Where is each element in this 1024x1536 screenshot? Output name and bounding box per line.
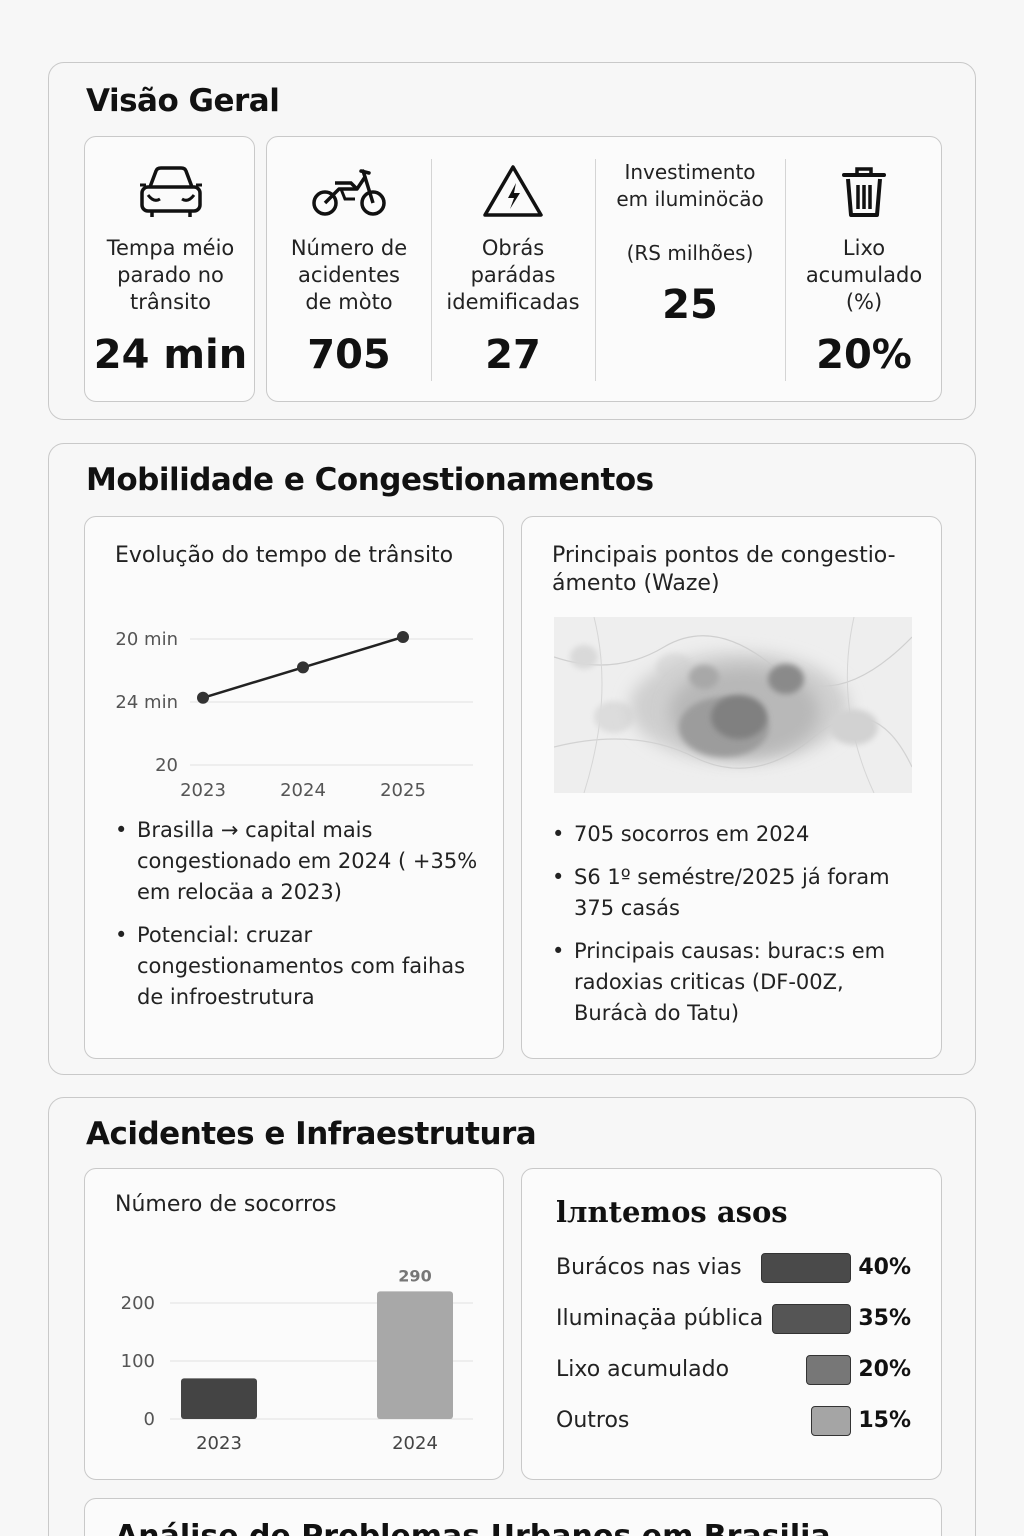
kpi-label: Lixo acumulado (%)	[805, 236, 923, 314]
transit-time-card: Evolução do tempo de trânsito 20 min 24 m…	[84, 516, 504, 1059]
problem-bar	[811, 1406, 851, 1436]
analysis-card: Análise de Problemas Urbanos em Brasilia	[84, 1498, 942, 1536]
rescues-bar-chart: 0 100 200 2023 290 2024	[121, 1266, 473, 1454]
problem-percent: 20%	[858, 1357, 911, 1382]
mobility-notes-left: Brasilla → capital mais congestionado em…	[115, 815, 485, 1025]
warning-triangle-icon	[431, 163, 595, 219]
x-tick-label: 2023	[180, 780, 226, 801]
list-item: S6 1º seméstre/2025 já foram 375 casás	[552, 862, 922, 924]
overview-section: Visão Geral Tempa méio parado no trânsit…	[48, 62, 976, 420]
data-point	[297, 661, 309, 674]
kpi-label: Tempa méio parado no trânsito	[106, 236, 235, 314]
y-tick-label: 100	[121, 1351, 155, 1372]
problem-row: Iluminaçäa pública 35%	[556, 1302, 911, 1336]
trash-icon	[785, 163, 943, 219]
x-tick-label: 2024	[392, 1433, 438, 1454]
section-title: Acidentes e Infraestrutura	[86, 1116, 537, 1152]
problems-title: lлntеmos asos	[556, 1195, 788, 1229]
kpi-value: 705	[307, 332, 391, 378]
kpi-value: 20%	[816, 332, 912, 378]
bar	[181, 1378, 257, 1419]
divider	[785, 159, 786, 381]
problem-bar	[806, 1355, 851, 1385]
problem-row: Burácos nas vias 40%	[556, 1251, 911, 1285]
congestion-heatmap	[554, 617, 912, 793]
problem-label: Outros	[556, 1408, 630, 1433]
y-tick-label: 0	[144, 1409, 155, 1430]
x-tick-label: 2023	[196, 1433, 242, 1454]
bar	[377, 1291, 453, 1419]
kpi-value: 25	[662, 282, 718, 328]
problems-card: lлntеmos asos Burácos nas vias 40% Ilumina…	[521, 1168, 942, 1480]
rescues-chart-card: Número de socorros 0 100 200 2023 290 2024	[84, 1168, 504, 1480]
problem-label: Burácos nas vias	[556, 1255, 742, 1280]
card-title: Número de socorros	[115, 1192, 337, 1217]
problem-percent: 15%	[858, 1408, 911, 1433]
data-point	[197, 691, 209, 704]
divider	[595, 159, 596, 381]
kpi-travel-time: Tempa méio parado no trânsito 24 min	[85, 137, 256, 401]
y-tick-label: 20 min	[115, 629, 178, 650]
analysis-title: Análise de Problemas Urbanos em Brasilia	[115, 1519, 831, 1536]
y-tick-label: 20	[155, 755, 178, 776]
list-item: Principais causas: burac:s em radoxias c…	[552, 936, 922, 1029]
y-tick-label: 200	[121, 1293, 155, 1314]
kpi-card-travel-time: Tempa méio parado no trânsito 24 min	[84, 136, 255, 402]
card-title: Principais pontos de congestio- ámento (…	[552, 543, 896, 596]
problem-row: Lixo acumulado 20%	[556, 1353, 911, 1387]
mobility-notes-right: 705 socorros em 2024 S6 1º seméstre/2025…	[552, 819, 922, 1041]
kpi-lighting-investment: Investimento em iluminöcäo (RS milhões) …	[595, 137, 785, 401]
card-title: Evolução do tempo de trânsito	[115, 543, 454, 568]
motorcycle-icon	[267, 163, 431, 219]
accidents-section: Acidentes e Infraestrutura Número de soc…	[48, 1097, 976, 1536]
list-item: Brasilla → capital mais congestionado em…	[115, 815, 485, 908]
kpi-moto-accidents: Número de acidentes de mòto 705	[267, 137, 431, 401]
section-title: Mobilidade e Congestionamentos	[86, 462, 654, 498]
kpi-garbage: Lixo acumulado (%) 20%	[785, 137, 943, 401]
list-item: Potencial: cruzar congestionamentos com …	[115, 920, 485, 1013]
problem-bar	[772, 1304, 851, 1334]
x-tick-label: 2024	[280, 780, 326, 801]
kpi-value: 27	[485, 332, 541, 378]
kpi-label: Investimento em iluminöcäo (RS milhões)	[616, 160, 764, 265]
kpi-label: Obrás parádas idemificadas	[446, 236, 580, 314]
kpi-value: 24 min	[93, 332, 248, 378]
x-tick-label: 2025	[380, 780, 426, 801]
problem-label: Iluminaçäa pública	[556, 1306, 764, 1331]
problem-percent: 40%	[858, 1255, 911, 1280]
kpi-label: Número de acidentes de mòto	[290, 236, 408, 314]
data-label: 290	[398, 1266, 431, 1285]
problem-bar	[761, 1253, 851, 1283]
kpi-stalled-works: Obrás parádas idemificadas 27	[431, 137, 595, 401]
congestion-map-card: Principais pontos de congestio- ámento (…	[521, 516, 942, 1059]
list-item: 705 socorros em 2024	[552, 819, 922, 850]
section-title: Visão Geral	[86, 83, 280, 119]
divider	[431, 159, 432, 381]
car-icon	[85, 163, 256, 219]
y-tick-label: 24 min	[115, 692, 178, 713]
problem-label: Lixo acumulado	[556, 1357, 730, 1382]
data-point	[397, 631, 409, 643]
kpi-group-card: Número de acidentes de mòto 705 Obrás pa…	[266, 136, 942, 402]
problem-percent: 35%	[858, 1306, 911, 1331]
problem-row: Outros 15%	[556, 1404, 911, 1438]
mobility-section: Mobilidade e Congestionamentos Evolução …	[48, 443, 976, 1075]
